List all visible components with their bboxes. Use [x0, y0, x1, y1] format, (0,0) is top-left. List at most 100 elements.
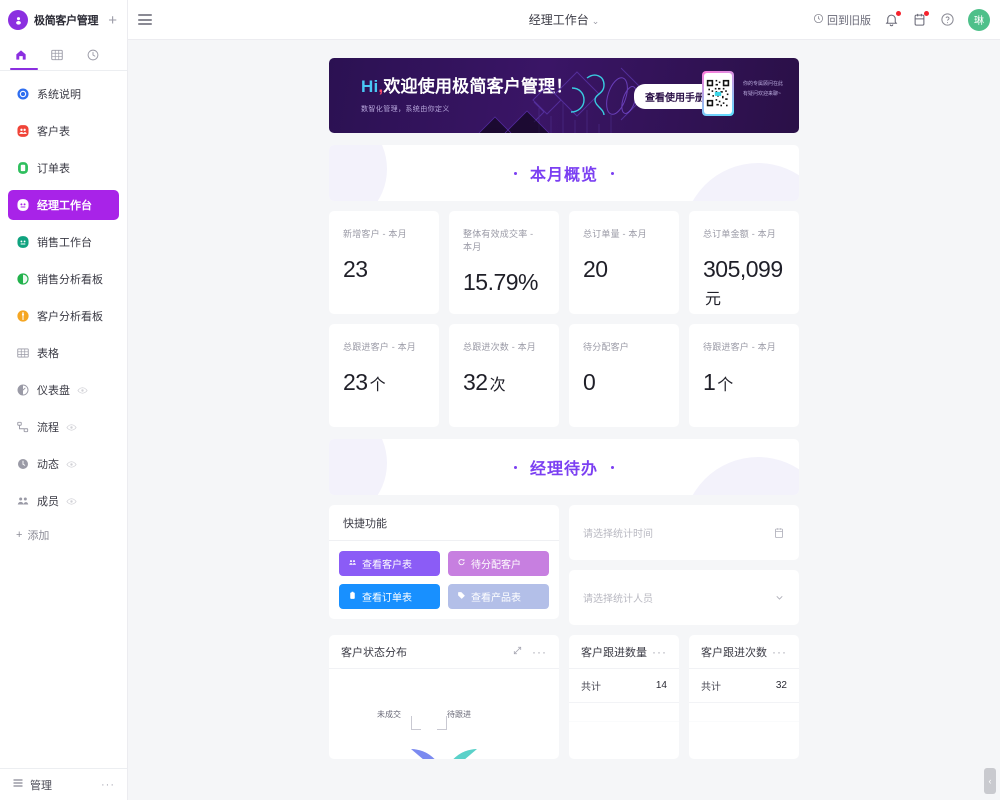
face-icon: [16, 235, 30, 249]
stat-value: 23: [343, 256, 425, 283]
stat-number: 32: [463, 369, 488, 395]
button-label: 查看产品表: [471, 593, 521, 604]
chevron-down-icon[interactable]: [774, 592, 785, 603]
todo-title-text: 经理待办: [529, 461, 598, 478]
avatar[interactable]: 琳: [968, 8, 990, 31]
qr-caption: 你的专属顾问在此 有疑问欢迎来聊~: [743, 80, 783, 99]
clock-tab-icon[interactable]: [86, 48, 100, 62]
stat-number: 0: [583, 369, 596, 395]
old-version-label: 回到旧版: [827, 14, 871, 27]
stat-card[interactable]: 待分配客户 0: [569, 324, 679, 427]
stat-card[interactable]: 总跟进客户 - 本月 23 个: [329, 324, 439, 427]
stat-card[interactable]: 总订单量 - 本月 20: [569, 211, 679, 314]
more-icon[interactable]: ···: [101, 778, 115, 791]
followup-count-card: 客户跟进数量 ··· 共计 14: [569, 635, 679, 759]
sidebar-footer[interactable]: 管理 ···: [0, 768, 127, 800]
stat-label: 总订单量 - 本月: [583, 229, 647, 239]
topbar-actions: 回到旧版 琳: [813, 8, 990, 31]
card-tools: ···: [652, 646, 667, 658]
sidebar-nav: 系统说明 客户表 订单表 经理工作台: [0, 77, 127, 523]
add-item-button[interactable]: + 添加: [0, 523, 127, 547]
view-customers-button[interactable]: 查看客户表: [339, 551, 440, 576]
topbar: 经理工作台 ⌄ 回到旧版: [128, 0, 1000, 40]
add-item-label: 添加: [27, 530, 50, 542]
pie-leader-right: [437, 716, 447, 730]
stat-label: 待分配客户: [583, 342, 630, 352]
welcome-banner: Hi,欢迎使用极简客户管理！ 数智化管理，系统由你定义 查看使用手册: [329, 58, 799, 133]
sidebar-item-系统说明[interactable]: 系统说明: [8, 79, 119, 109]
add-app-icon[interactable]: +: [108, 11, 117, 29]
banner-headline-text: 欢迎使用极简客户管理！: [383, 76, 573, 96]
home-tab-icon[interactable]: [14, 48, 28, 62]
followup-count-header: 客户跟进数量 ···: [569, 635, 679, 669]
chevron-down-icon[interactable]: ⌄: [591, 16, 600, 26]
content-scroll: Hi,欢迎使用极简客户管理！ 数智化管理，系统由你定义 查看使用手册: [128, 40, 1000, 800]
customer-status-header: 客户状态分布 ···: [329, 635, 559, 669]
tab-divider: [0, 70, 127, 71]
users-icon: [348, 558, 357, 570]
bell-icon[interactable]: [884, 11, 901, 27]
view-orders-button[interactable]: 查看订单表: [339, 584, 440, 609]
stat-person-placeholder: 请选择统计人员: [583, 594, 653, 605]
manage-label: 管理: [30, 779, 52, 792]
refresh-icon: [457, 558, 466, 570]
sidebar-item-销售分析看板[interactable]: 销售分析看板: [8, 264, 119, 294]
followup-times-header: 客户跟进次数 ···: [689, 635, 799, 669]
qr-code[interactable]: [702, 71, 734, 116]
old-version-button[interactable]: 回到旧版: [813, 12, 871, 28]
expand-icon[interactable]: [512, 645, 523, 659]
pie-leader-left: [411, 716, 421, 730]
sidebar-item-仪表盘[interactable]: 仪表盘: [8, 375, 119, 405]
title-dot-left: [513, 171, 517, 175]
more-icon[interactable]: ···: [772, 644, 787, 659]
unassigned-customers-button[interactable]: 待分配客户: [448, 551, 549, 576]
title-dot-right: [611, 465, 614, 469]
qr-caption-line1: 你的专属顾问在此: [743, 81, 784, 87]
sidebar-item-经理工作台[interactable]: 经理工作台: [8, 190, 119, 220]
stat-value: 23 个: [343, 369, 425, 396]
sidebar-item-成员[interactable]: 成员: [8, 486, 119, 516]
table-row: 共计 14: [569, 669, 679, 703]
stat-card[interactable]: 总订单金额 - 本月 305,099 元: [689, 211, 799, 314]
more-icon[interactable]: ···: [532, 644, 547, 659]
hidden-eye-icon: [66, 496, 77, 507]
stat-time-picker[interactable]: 请选择统计时间: [569, 505, 799, 560]
calendar-icon[interactable]: [773, 527, 785, 539]
more-icon[interactable]: ···: [652, 644, 667, 659]
overview-stats-row-1: 新增客户 - 本月 23 整体有效成交率 - 本月 15.79% 总订单量 - …: [329, 211, 799, 314]
stat-value: 15.79%: [463, 269, 545, 296]
sidebar-item-销售工作台[interactable]: 销售工作台: [8, 227, 119, 257]
tab-active-underline: [10, 68, 38, 70]
sidebar-item-订单表[interactable]: 订单表: [8, 153, 119, 183]
note-icon[interactable]: [912, 11, 929, 27]
scroll-collapse-handle[interactable]: ‹: [984, 768, 996, 794]
stat-card[interactable]: 总跟进次数 - 本月 32 次: [449, 324, 559, 427]
sidebar-item-客户表[interactable]: 客户表: [8, 116, 119, 146]
main-area: 经理工作台 ⌄ 回到旧版: [128, 0, 1000, 800]
sidebar-item-客户分析看板[interactable]: 客户分析看板: [8, 301, 119, 331]
stat-person-select[interactable]: 请选择统计人员: [569, 570, 799, 625]
stat-card[interactable]: 新增客户 - 本月 23: [329, 211, 439, 314]
sidebar-item-动态[interactable]: 动态: [8, 449, 119, 479]
overview-title: 本月概览: [513, 161, 614, 185]
bell-badge: [896, 11, 901, 16]
help-circle-icon[interactable]: [940, 12, 955, 27]
overview-stats-row-2: 总跟进客户 - 本月 23 个 总跟进次数 - 本月 32 次 待分配客户 0 待跟…: [329, 324, 799, 427]
chart-pie-icon: [16, 309, 30, 323]
plus-icon: +: [16, 529, 23, 541]
hamburger-icon[interactable]: [138, 14, 152, 25]
sidebar-item-流程[interactable]: 流程: [8, 412, 119, 442]
quick-functions-title: 快捷功能: [329, 505, 559, 541]
sidebar-item-label: 表格: [37, 348, 59, 360]
view-products-button[interactable]: 查看产品表: [448, 584, 549, 609]
banner-subtitle: 数智化管理，系统由你定义: [361, 105, 450, 113]
row-value: 14: [655, 680, 667, 691]
clipboard-icon: [348, 591, 357, 603]
row-value: 32: [775, 680, 787, 691]
stat-value: 305,099 元: [703, 256, 785, 310]
sidebar-item-表格[interactable]: 表格: [8, 338, 119, 368]
todo-title: 经理待办: [513, 455, 614, 479]
stat-card[interactable]: 整体有效成交率 - 本月 15.79%: [449, 211, 559, 314]
grid-tab-icon[interactable]: [50, 48, 64, 62]
